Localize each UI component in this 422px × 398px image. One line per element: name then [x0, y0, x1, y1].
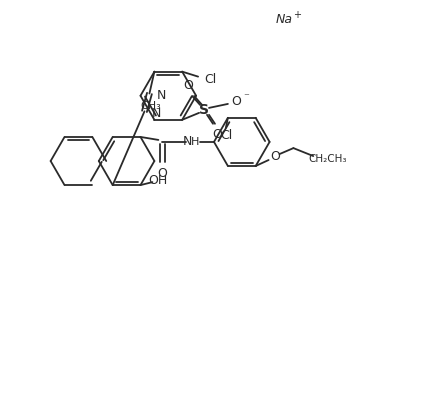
Text: S: S [199, 103, 209, 117]
Text: CH₂CH₃: CH₂CH₃ [308, 154, 346, 164]
Text: Cl: Cl [220, 129, 232, 142]
Text: ⁻: ⁻ [243, 92, 249, 102]
Text: Na: Na [276, 13, 293, 26]
Text: O: O [212, 128, 222, 141]
Text: O: O [157, 167, 167, 180]
Text: H: H [191, 137, 199, 147]
Text: O: O [271, 150, 281, 162]
Text: OH: OH [149, 174, 168, 187]
Text: Cl: Cl [204, 73, 216, 86]
Text: O: O [183, 78, 193, 92]
Text: N: N [182, 135, 192, 148]
Text: N: N [151, 107, 161, 120]
Text: N: N [157, 89, 166, 102]
Text: +: + [293, 10, 301, 20]
Text: O: O [231, 96, 241, 108]
Text: CH₃: CH₃ [140, 101, 161, 111]
